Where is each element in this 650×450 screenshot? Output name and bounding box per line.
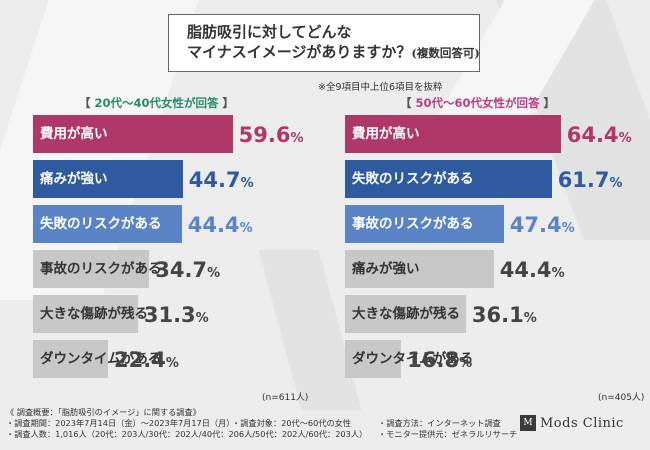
chart-title-box: 脂肪吸引に対してどんな マイナスイメージがありますか？(複数回答可) [168,14,480,72]
bar [33,340,109,378]
bar-category-label: ダウンタイムがある [352,351,474,367]
bar [33,205,182,243]
bar-value-percent: % [195,311,209,326]
bar-value-number: 59.6 [238,123,291,147]
bar [345,160,552,198]
right-group-label: 【 50代〜60代女性が回答 】 [400,95,555,111]
right-group-bracket-open: 【 [400,96,416,110]
bar [345,340,402,378]
bar [345,115,561,153]
bar-value-percent: % [523,311,537,326]
bar-value-percent: % [561,221,575,236]
left-sample-size: (n=611人) [262,393,309,403]
bar [33,250,150,288]
bar-category-label: 費用が高い [40,126,108,142]
bar-value-percent: % [459,356,473,371]
survey-heading: 《 調査概要：「脂肪吸引のイメージ」に関する調査》 [6,407,201,417]
bar-value-number: 34.7 [155,258,208,282]
bar-value-number: 44.4 [187,213,240,237]
bar-value-percent: % [240,176,254,191]
chart-title-line-2: マイナスイメージがありますか？(複数回答可) [187,42,480,63]
bar-value-percent: % [207,266,221,281]
survey-target: ・調査対象：20代〜60代の女性 [232,418,352,428]
right-sample-size: (n=405人) [598,393,645,403]
left-group-label: 【 20代〜40代女性が回答 】 [79,95,234,111]
bar-value-number: 44.4 [499,258,552,282]
bar-value-label: 34.7% [155,250,220,294]
bar-value-percent: % [290,131,304,146]
bar-category-label: 痛みが強い [40,171,108,187]
bar-value-label: 47.4% [510,205,575,249]
bar [33,295,138,333]
right-group-title: 50代〜60代女性が回答 [415,96,540,110]
bar-value-number: 22.4 [114,348,166,372]
bar-value-percent: % [239,221,253,236]
bar-value-label: 22.4% [114,340,179,384]
survey-provider: ・モニター提供元：ゼネラルリサーチ [378,429,518,439]
chart-note: ※全9項目中上位6項目を抜粋 [318,82,443,93]
chart-title-sub: (複数回答可) [411,46,480,60]
brand-name: Mods Clinic [540,415,624,431]
right-group-bracket-close: 】 [539,96,556,110]
bar-value-label: 36.1% [472,295,537,339]
bar-value-label: 59.6% [239,115,304,159]
left-group-bracket-close: 】 [218,96,235,110]
bar-value-label: 31.3% [144,295,209,339]
chart-title-main: マイナスイメージがありますか？ [187,43,412,61]
survey-method: ・調査方法：インターネット調査 [378,418,501,428]
bar-category-label: 痛みが強い [352,261,420,277]
bar-value-percent: % [609,176,623,191]
bar [345,295,466,333]
bar-category-label: ダウンタイムがある [40,351,162,367]
bar-category-label: 大きな傷跡が残る [40,306,148,322]
bar-value-number: 44.7 [188,168,241,192]
bar-category-label: 事故のリスクがある [352,216,474,232]
bar [345,250,494,288]
bar-value-label: 44.7% [189,160,254,204]
bar-value-label: 16.8% [407,340,472,384]
bar-value-number: 36.1 [471,303,524,327]
bar-value-label: 44.4% [188,205,253,249]
bar-value-number: 31.3 [143,303,196,327]
left-group-bracket-open: 【 [79,96,95,110]
bar-value-number: 61.7 [557,168,610,192]
survey-count: ・調査人数：1,016人（20代：203人/30代：202人/40代：206人/… [6,429,368,439]
bar [33,160,183,198]
brand-logo: M Mods Clinic [520,415,624,431]
brand-mark-icon: M [520,415,536,431]
bar-value-label: 64.4% [567,115,632,159]
bar [345,205,504,243]
bar-value-percent: % [165,356,179,371]
bar-value-number: 47.4 [509,213,562,237]
bar-category-label: 大きな傷跡が残る [352,306,460,322]
bar-value-percent: % [551,266,565,281]
left-group-title: 20代〜40代女性が回答 [94,96,219,110]
bar-value-label: 61.7% [558,160,623,204]
survey-period: ・調査期間：2023年7月14日（金）〜2023年7月17日（月） [6,418,235,428]
bar-value-percent: % [618,131,632,146]
bar-value-label: 44.4% [500,250,565,294]
bar-category-label: 事故のリスクがある [40,261,162,277]
bar-value-number: 16.8 [407,348,460,372]
bar-category-label: 失敗のリスクがある [40,216,162,232]
bar-category-label: 費用が高い [352,126,420,142]
bar-category-label: 失敗のリスクがある [352,171,474,187]
bar-value-number: 64.4 [566,123,619,147]
bar [33,115,233,153]
chart-title-line-1: 脂肪吸引に対してどんな [187,23,352,41]
